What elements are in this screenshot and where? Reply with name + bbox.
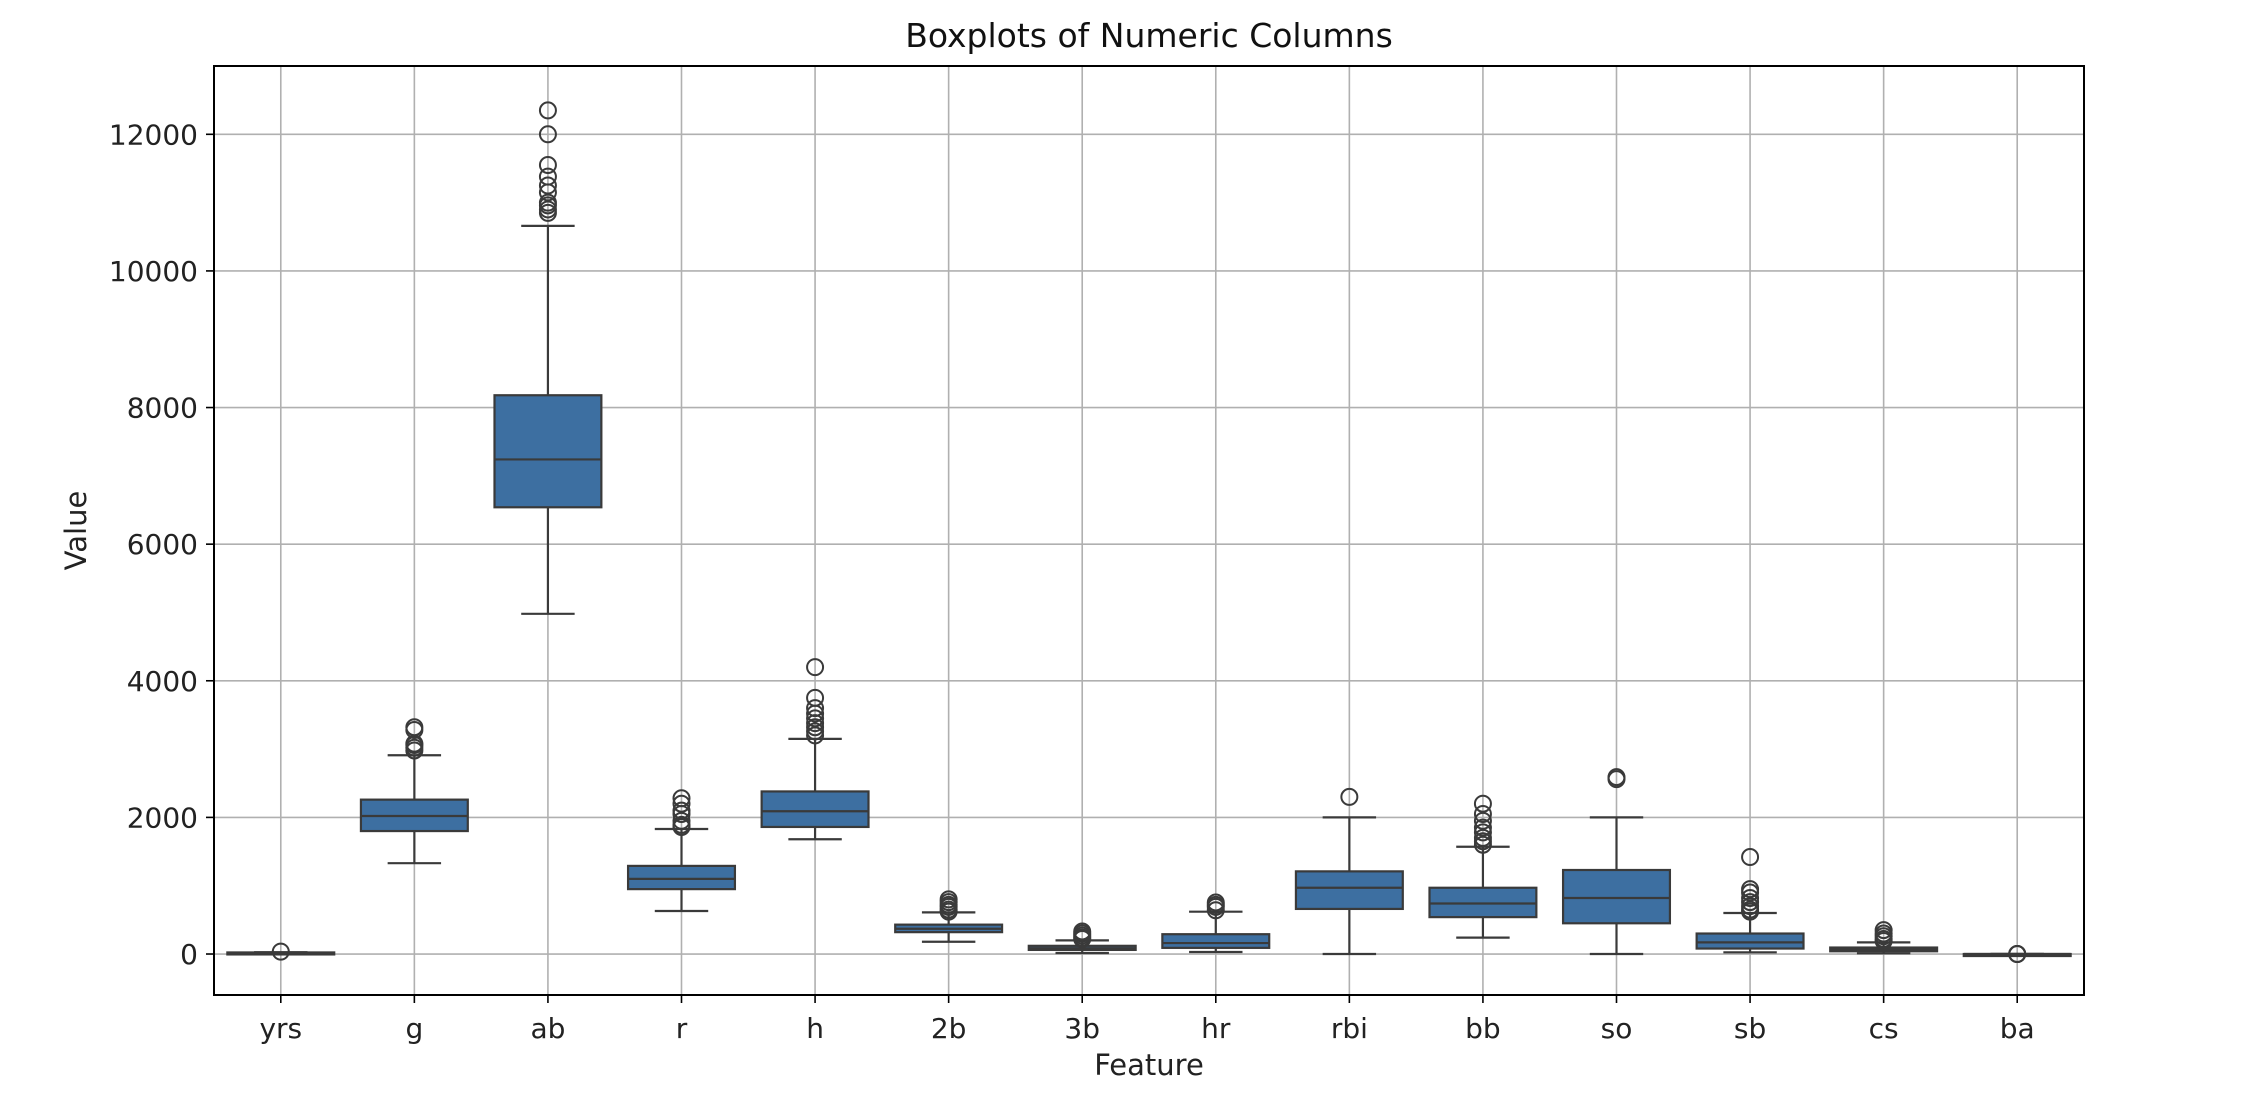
outlier-point: [538, 193, 557, 212]
outlier-point: [806, 709, 825, 728]
y-tick-label: 12000: [109, 118, 198, 151]
box-so: [1561, 768, 1672, 956]
boxes-layer: [226, 101, 2072, 964]
y-tick-label: 4000: [127, 665, 198, 698]
outlier-point: [806, 658, 825, 677]
x-axis-title: Feature: [1094, 1048, 1204, 1082]
box-h: [760, 658, 870, 841]
box-sb: [1695, 848, 1805, 954]
y-tick-label: 2000: [127, 801, 198, 834]
x-tick-label: h: [806, 1012, 824, 1045]
outlier-point: [1473, 794, 1492, 813]
outlier-point: [1741, 848, 1760, 867]
box-r: [626, 789, 737, 913]
box-2b: [894, 890, 1004, 943]
box-bb: [1428, 794, 1538, 939]
outlier-point: [538, 167, 557, 186]
outlier-point: [806, 688, 825, 707]
y-tick-label: 6000: [127, 528, 198, 561]
box-body: [1161, 933, 1271, 949]
grid-layer: [214, 66, 2084, 995]
x-tick-label: hr: [1201, 1012, 1231, 1045]
outlier-point: [1473, 804, 1492, 823]
outlier-point: [2008, 945, 2027, 964]
outlier-point: [1073, 922, 1092, 941]
x-tick-label: yrs: [259, 1012, 302, 1045]
x-tick-label: 3b: [1064, 1012, 1100, 1045]
box-hr: [1161, 893, 1271, 954]
box-cs: [1829, 921, 1939, 955]
outlier-point: [672, 789, 691, 808]
outlier-point: [538, 176, 557, 195]
x-tick-label: so: [1601, 1012, 1633, 1045]
outlier-point: [1874, 921, 1893, 940]
outlier-point: [538, 156, 557, 175]
outlier-point: [1741, 880, 1760, 899]
outlier-point: [1741, 889, 1760, 908]
box-ab: [493, 101, 603, 615]
outlier-point: [939, 890, 958, 909]
y-tick-label: 8000: [127, 392, 198, 425]
outlier-point: [1473, 823, 1492, 842]
x-tick-label: rbi: [1331, 1012, 1368, 1045]
x-tick-label: sb: [1734, 1012, 1766, 1045]
outlier-point: [672, 811, 691, 830]
box-body: [1561, 868, 1672, 925]
x-tick-label: cs: [1869, 1012, 1899, 1045]
outlier-point: [806, 699, 825, 718]
outlier-point: [1473, 818, 1492, 837]
x-tick-label: bb: [1465, 1012, 1501, 1045]
outlier-point: [1473, 828, 1492, 847]
y-axis-title: Value: [59, 491, 93, 571]
outlier-point: [1206, 893, 1225, 912]
box-body: [626, 864, 737, 891]
x-tick-label: g: [405, 1012, 423, 1045]
x-tick-label: 2b: [931, 1012, 967, 1045]
box-rbi: [1294, 787, 1404, 956]
outlier-point: [1473, 811, 1492, 830]
box-3b: [1027, 922, 1137, 955]
chart-title: Boxplots of Numeric Columns: [905, 16, 1393, 55]
outlier-point: [672, 794, 691, 813]
box-yrs: [226, 942, 336, 961]
box-ba: [1962, 945, 2072, 964]
x-tick-label: ab: [530, 1012, 565, 1045]
y-tick-label: 0: [180, 938, 198, 971]
box-body: [1294, 870, 1404, 911]
outlier-point: [271, 942, 290, 961]
box-g: [359, 718, 469, 865]
x-tick-label: r: [676, 1012, 688, 1045]
y-tick-label: 10000: [109, 255, 198, 288]
ticks-layer: 0 2000 4000 6000 8000 10000 12000 yrs g ab r h 2b 3b h…: [109, 118, 2035, 1045]
outlier-point: [1607, 768, 1626, 787]
box-body: [493, 394, 603, 509]
outlier-point: [1340, 787, 1359, 806]
outlier-point: [405, 718, 424, 737]
x-tick-label: ba: [2000, 1012, 2035, 1045]
outlier-point: [538, 125, 557, 144]
outlier-point: [538, 101, 557, 120]
outlier-point: [672, 801, 691, 820]
box-body: [1695, 932, 1805, 950]
plot-frame: [213, 65, 2085, 996]
box-body: [760, 790, 870, 829]
